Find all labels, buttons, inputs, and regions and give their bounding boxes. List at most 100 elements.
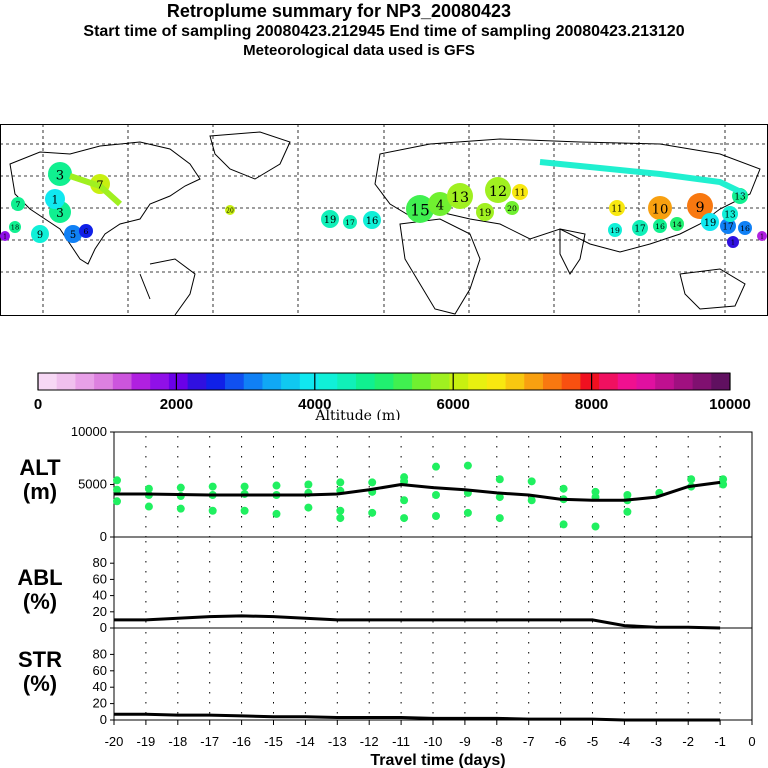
plume-point <box>304 503 313 512</box>
plume-point <box>113 497 121 506</box>
y-tick-label: 80 <box>93 555 107 570</box>
plume-point <box>240 482 249 491</box>
plume-day-label: 19 <box>324 215 337 226</box>
plume-point <box>400 496 409 505</box>
plume-point <box>400 514 409 523</box>
x-axis-label: Travel time (days) <box>370 752 505 768</box>
plume-point <box>432 462 440 471</box>
sampling-times: Start time of sampling 20080423.212945 E… <box>83 23 685 40</box>
colorbar-cell <box>337 373 357 390</box>
x-tick-label: -13 <box>328 734 347 749</box>
colorbar-cell <box>243 373 263 390</box>
plume-footprint <box>701 213 719 231</box>
alt-unit: (m) <box>22 479 58 504</box>
colorbar-cell <box>393 373 413 390</box>
colorbar-tick-label: 6000 <box>437 396 470 413</box>
plume-footprint <box>609 200 625 216</box>
x-tick-label: -7 <box>523 734 535 749</box>
plume-point <box>336 506 345 515</box>
greenland-outline <box>209 131 291 180</box>
colorbar-cell <box>655 373 675 390</box>
plume-point <box>719 480 728 489</box>
x-tick-label: -2 <box>682 734 694 749</box>
plume-point <box>623 507 632 516</box>
alt-panel: 10000 5000 0 <box>71 424 753 544</box>
colorbar-cell <box>299 373 320 390</box>
plume-footprint <box>648 196 672 220</box>
colorbar-tick-label: 2000 <box>160 396 193 413</box>
plume-day-label: 16 <box>366 216 379 227</box>
plume-point <box>463 461 472 470</box>
plume-point <box>272 481 281 490</box>
plume-footprint <box>48 162 72 186</box>
plume-day-label: 13 <box>724 211 735 221</box>
plume-point <box>463 508 472 517</box>
chart-title: Retroplume summary for NP3_20080423 <box>166 1 512 21</box>
y-tick-label: 80 <box>93 646 107 661</box>
plume-day-label: 15 <box>410 201 430 219</box>
colorbar-cell <box>617 373 637 390</box>
altitude-colorbar: 0 2000 4000 6000 8000 10000 Altitude (m) <box>34 372 751 420</box>
plume-point <box>527 477 536 486</box>
plume-footprint <box>0 231 10 241</box>
continent-outlines <box>9 131 761 316</box>
plume-point <box>687 475 696 484</box>
plume-footprint <box>757 231 767 241</box>
plume-day-label: 3 <box>56 206 64 220</box>
plume-footprint <box>722 206 738 222</box>
colorbar-cell <box>75 373 95 390</box>
met-data-note: Meteorological data used is GFS <box>243 42 475 59</box>
colorbar-cell <box>112 373 133 390</box>
colorbar-cell <box>56 373 76 390</box>
colorbar-cell <box>505 373 525 390</box>
plume-footprint <box>428 192 452 216</box>
india-outline <box>559 228 586 275</box>
x-tick-label: -5 <box>587 734 599 749</box>
plume-day-label: 10 <box>652 202 669 217</box>
y-tick-label: 0 <box>100 529 107 544</box>
y-tick-label: 20 <box>93 604 107 619</box>
plume-day-label: 16 <box>655 222 665 231</box>
plume-day-label: 1 <box>760 233 764 240</box>
colorbar-tick-label: 10000 <box>709 396 751 413</box>
plume-footprint <box>406 195 434 223</box>
x-tick-label: -3 <box>651 734 663 749</box>
plume-day-label: 17 <box>634 225 645 235</box>
plume-footprint <box>45 189 65 209</box>
plume-day-label: 17 <box>345 218 355 227</box>
plume-day-label: 19 <box>610 226 620 235</box>
colorbar-cell <box>580 373 600 390</box>
x-tick-label: -6 <box>555 734 567 749</box>
plume-track <box>539 159 747 197</box>
colorbar-cell <box>449 373 469 390</box>
colorbar-title: Altitude (m) <box>314 408 400 420</box>
x-tick-label: -17 <box>200 734 219 749</box>
plume-point <box>495 514 504 523</box>
str-unit: (%) <box>22 671 58 696</box>
plume-day-label: 16 <box>740 224 750 233</box>
x-tick-label: -8 <box>491 734 503 749</box>
plume-day-label: 18 <box>11 224 19 232</box>
colorbar-cell <box>262 373 282 390</box>
australia-outline <box>679 268 746 310</box>
plume-footprint <box>225 205 235 215</box>
plume-day-label: 5 <box>70 230 76 241</box>
colorbar-tick-label: 4000 <box>298 396 331 413</box>
plume-point <box>272 509 281 518</box>
x-tick-label: 0 <box>748 734 755 749</box>
colorbar-ticks: 0 2000 4000 6000 8000 10000 <box>34 373 751 413</box>
x-tick-label: -20 <box>105 734 124 749</box>
africa-outline <box>399 218 481 315</box>
plume-day-label: 11 <box>611 205 622 215</box>
plume-footprint <box>9 221 21 233</box>
colorbar-cell <box>599 373 619 390</box>
plume-footprint <box>485 177 511 203</box>
y-tick-label: 5000 <box>78 477 107 492</box>
colorbar-cell <box>374 373 394 390</box>
plume-day-label: 13 <box>451 190 469 206</box>
x-tick-label: -11 <box>392 734 410 749</box>
plume-point <box>591 522 600 531</box>
x-tick-label: -16 <box>232 734 251 749</box>
